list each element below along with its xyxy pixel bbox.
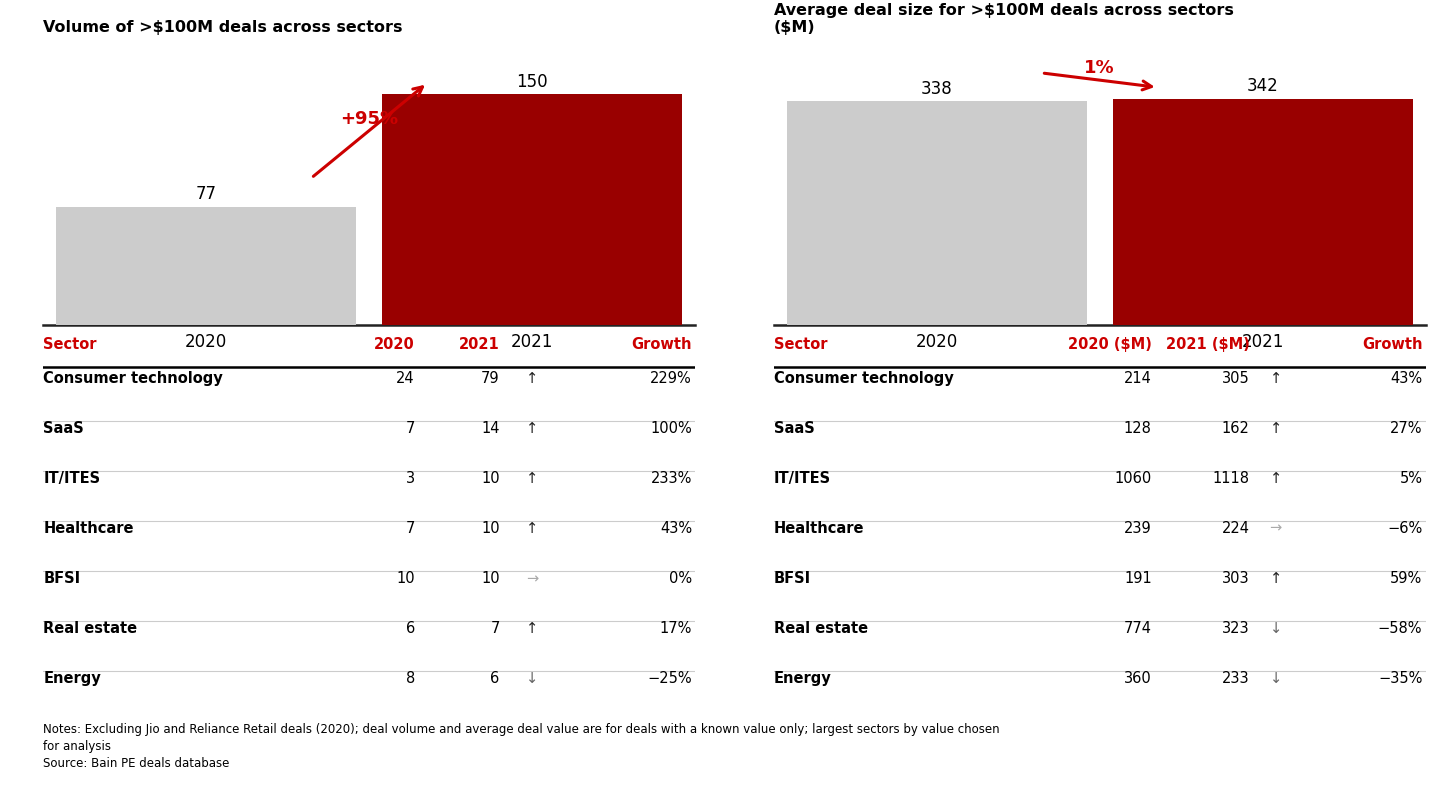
Text: 77: 77 (196, 185, 216, 203)
Text: 191: 191 (1125, 571, 1152, 586)
Text: 7: 7 (406, 521, 415, 536)
Text: 239: 239 (1125, 521, 1152, 536)
Text: 128: 128 (1123, 420, 1152, 436)
Text: Growth: Growth (1362, 337, 1423, 352)
Text: +95%: +95% (340, 109, 399, 128)
Text: 6: 6 (491, 671, 500, 686)
Text: BFSI: BFSI (43, 571, 81, 586)
Text: 162: 162 (1221, 420, 1250, 436)
Text: 7: 7 (490, 621, 500, 636)
Text: 0%: 0% (670, 571, 693, 586)
Text: −35%: −35% (1378, 671, 1423, 686)
Text: −25%: −25% (648, 671, 693, 686)
Text: ↑: ↑ (526, 621, 539, 636)
Text: ↑: ↑ (526, 371, 539, 386)
Text: 305: 305 (1221, 371, 1250, 386)
Text: 7: 7 (406, 420, 415, 436)
Text: 338: 338 (920, 80, 952, 98)
Text: 774: 774 (1123, 621, 1152, 636)
Text: 43%: 43% (1390, 371, 1423, 386)
Text: 10: 10 (481, 521, 500, 536)
Text: SaaS: SaaS (43, 420, 84, 436)
Text: −6%: −6% (1387, 521, 1423, 536)
Text: 2021: 2021 (459, 337, 500, 352)
Text: 2020: 2020 (374, 337, 415, 352)
Text: 10: 10 (396, 571, 415, 586)
Text: ↑: ↑ (526, 471, 539, 486)
Text: Real estate: Real estate (43, 621, 137, 636)
Text: 360: 360 (1125, 671, 1152, 686)
Text: →: → (1270, 521, 1282, 536)
Text: 2020 ($M): 2020 ($M) (1068, 337, 1152, 352)
Text: Notes: Excluding Jio and Reliance Retail deals (2020); deal volume and average d: Notes: Excluding Jio and Reliance Retail… (43, 723, 999, 770)
Text: 233: 233 (1223, 671, 1250, 686)
Text: Real estate: Real estate (773, 621, 868, 636)
Text: Energy: Energy (773, 671, 831, 686)
Text: 5%: 5% (1400, 471, 1423, 486)
Text: 150: 150 (517, 73, 549, 91)
Text: 323: 323 (1223, 621, 1250, 636)
Text: 1060: 1060 (1115, 471, 1152, 486)
Text: ↓: ↓ (1270, 621, 1282, 636)
Text: Volume of >$100M deals across sectors: Volume of >$100M deals across sectors (43, 20, 403, 35)
Text: →: → (526, 571, 539, 586)
Text: ↑: ↑ (526, 521, 539, 536)
Text: 24: 24 (396, 371, 415, 386)
Bar (786, 101, 1087, 325)
Text: SaaS: SaaS (773, 420, 814, 436)
Text: 17%: 17% (660, 621, 693, 636)
Text: 229%: 229% (651, 371, 693, 386)
Text: 1%: 1% (1084, 59, 1115, 77)
Text: Growth: Growth (632, 337, 693, 352)
Bar (382, 94, 683, 325)
Text: 224: 224 (1221, 521, 1250, 536)
Text: 79: 79 (481, 371, 500, 386)
Text: 3: 3 (406, 471, 415, 486)
Text: −58%: −58% (1378, 621, 1423, 636)
Text: 10: 10 (481, 471, 500, 486)
Text: 2021 ($M): 2021 ($M) (1165, 337, 1250, 352)
Text: 10: 10 (481, 571, 500, 586)
Text: Sector: Sector (43, 337, 96, 352)
Text: ↓: ↓ (1270, 671, 1282, 686)
Text: BFSI: BFSI (773, 571, 811, 586)
Text: 6: 6 (406, 621, 415, 636)
Text: 14: 14 (481, 420, 500, 436)
Text: ↑: ↑ (1270, 571, 1282, 586)
Text: IT/ITES: IT/ITES (773, 471, 831, 486)
Text: Healthcare: Healthcare (773, 521, 864, 536)
Text: ↓: ↓ (526, 671, 539, 686)
Text: 100%: 100% (651, 420, 693, 436)
Text: 303: 303 (1223, 571, 1250, 586)
Bar (1113, 99, 1413, 325)
Text: 27%: 27% (1390, 420, 1423, 436)
Text: Energy: Energy (43, 671, 101, 686)
Text: 214: 214 (1123, 371, 1152, 386)
Text: Consumer technology: Consumer technology (773, 371, 953, 386)
Text: Healthcare: Healthcare (43, 521, 134, 536)
Text: 43%: 43% (660, 521, 693, 536)
Text: Sector: Sector (773, 337, 827, 352)
Text: 233%: 233% (651, 471, 693, 486)
Text: Consumer technology: Consumer technology (43, 371, 223, 386)
Text: ↑: ↑ (1270, 371, 1282, 386)
Text: 1118: 1118 (1212, 471, 1250, 486)
Text: ↑: ↑ (1270, 420, 1282, 436)
Text: ↑: ↑ (1270, 471, 1282, 486)
Text: ↑: ↑ (526, 420, 539, 436)
Text: 8: 8 (406, 671, 415, 686)
Text: 342: 342 (1247, 77, 1279, 96)
Text: IT/ITES: IT/ITES (43, 471, 101, 486)
Bar (56, 207, 356, 325)
Text: 59%: 59% (1390, 571, 1423, 586)
Text: Average deal size for >$100M deals across sectors
($M): Average deal size for >$100M deals acros… (773, 2, 1234, 35)
